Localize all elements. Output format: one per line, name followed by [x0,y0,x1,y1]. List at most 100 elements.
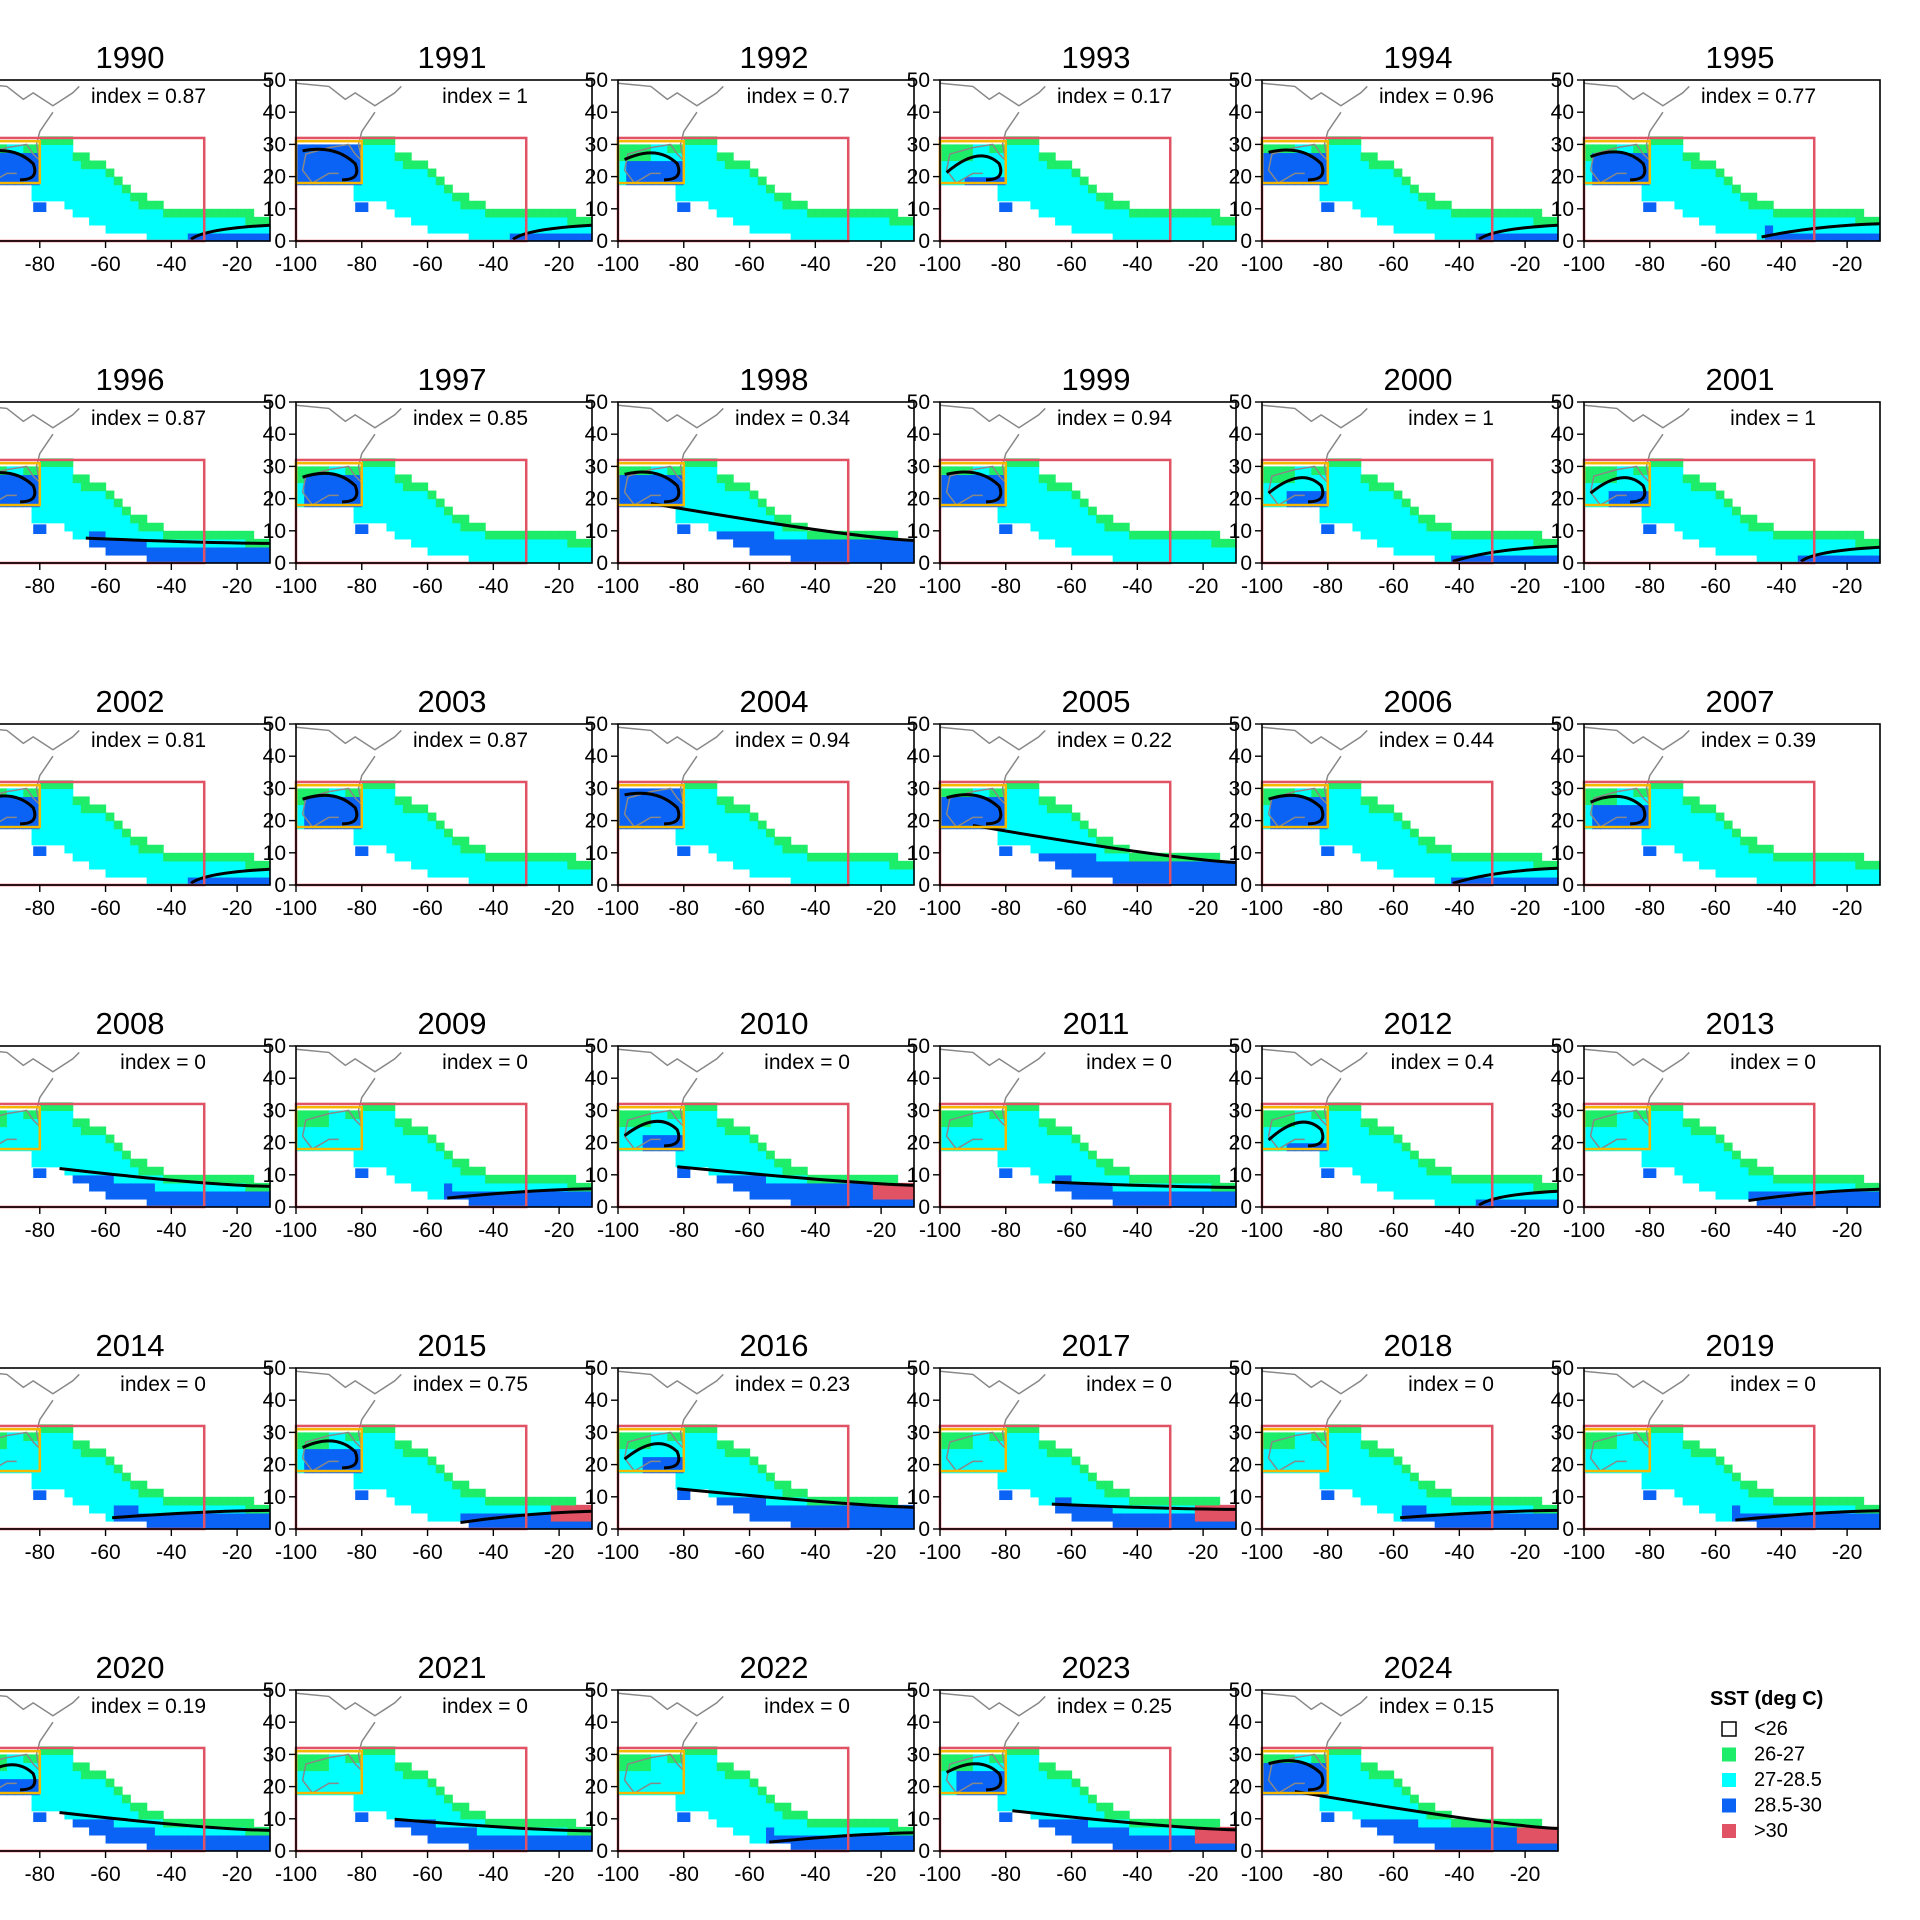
sst-cell [64,152,74,162]
sst-cell [31,160,41,170]
sst-cell [1088,184,1097,194]
sst-cell [1814,232,1824,242]
sst-cell [1658,812,1667,822]
sst-cell [378,458,388,467]
sst-cell [741,216,751,226]
sst-cell [840,208,849,218]
sst-cell [386,506,396,516]
sst-cell [1401,836,1411,846]
sst-cell [1674,160,1684,170]
sst-cell [881,1190,890,1200]
sst-cell [1377,860,1386,870]
sst-cell [1079,852,1089,862]
sst-cell [1055,804,1064,814]
sst-cell [1666,176,1676,186]
sst-cell [757,506,767,516]
sst-cell [328,788,338,798]
sst-cell [345,1118,355,1128]
sst-cell [749,184,759,194]
sst-cell [683,1126,693,1136]
sst-cell [1633,474,1643,484]
sst-cell [6,1118,16,1128]
sst-cell [1327,820,1337,830]
sst-cell [724,530,734,540]
sst-cell [31,1150,41,1160]
sst-cell [80,820,90,830]
sst-cell [831,852,841,862]
sst-cell [1756,208,1766,218]
sst-cell [179,1182,189,1192]
sst-cell [444,844,453,854]
sst-cell [1385,812,1395,822]
sst-cell [378,482,388,492]
sst-cell [196,1174,205,1184]
sst-cell [1451,546,1460,556]
sst-cell [940,144,949,154]
sst-cell [708,1150,718,1160]
contour-east [447,1187,593,1200]
sst-cell [583,1182,593,1192]
sst-cell [353,804,363,814]
sst-cell [485,860,494,870]
sst-cell [1847,224,1856,234]
sst-cell [113,216,123,226]
sst-cell [716,844,726,854]
sst-cell [1270,168,1280,178]
sst-cell [89,1182,98,1192]
x-tick-label: -20 [1188,575,1218,598]
sst-cell [583,876,593,886]
sst-cell [1690,530,1700,540]
sst-cell [1442,868,1452,878]
sst-cell [1336,820,1345,830]
sst-cell [1030,780,1040,789]
sst-cell [220,546,230,556]
sst-cell [39,828,49,838]
sst-cell [89,1142,98,1152]
index-label: index = 1 [1408,407,1494,430]
sst-cell [659,474,668,484]
sst-cell [1063,1150,1073,1160]
sst-cell [864,208,874,218]
sst-cell [864,876,874,886]
x-tick-label: -60 [734,1219,764,1242]
sst-cell [1286,498,1296,508]
sst-cell [204,860,214,870]
sst-cell [468,1182,478,1192]
sst-cell [1789,852,1799,862]
sst-cell [337,168,346,178]
sst-cell [1014,1150,1023,1160]
sst-cell [72,1118,82,1128]
sst-cell [452,868,462,878]
sst-cell [964,490,974,500]
sst-cell [345,176,355,186]
sst-cell [1822,530,1832,540]
y-tick-label: 20 [907,488,930,511]
sst-cell [419,200,429,210]
sst-cell [80,474,90,484]
x-tick-label: -40 [1122,253,1152,276]
sst-cell [675,514,685,524]
sst-cell [296,1118,305,1128]
sst-cell [1475,538,1485,548]
sst-cell [1658,458,1667,467]
sst-cell [724,208,734,218]
sst-cell [724,1134,734,1144]
y-tick-label: 20 [1229,488,1252,511]
sst-cell [1005,490,1015,500]
sst-cell [1336,152,1345,162]
sst-cell [872,1174,882,1184]
sst-cell [1079,200,1089,210]
sst-cell [493,876,503,886]
sst-cell [23,152,33,162]
sst-cell [881,852,890,862]
sst-cells [0,458,271,564]
sst-cell [48,490,57,500]
sst-cell [1030,1118,1040,1128]
sst-cell [1475,546,1485,556]
sst-cell [1170,224,1180,234]
sst-cell [105,852,115,862]
sst-cell [724,176,734,186]
sst-cell [113,498,123,508]
sst-cell [312,168,322,178]
